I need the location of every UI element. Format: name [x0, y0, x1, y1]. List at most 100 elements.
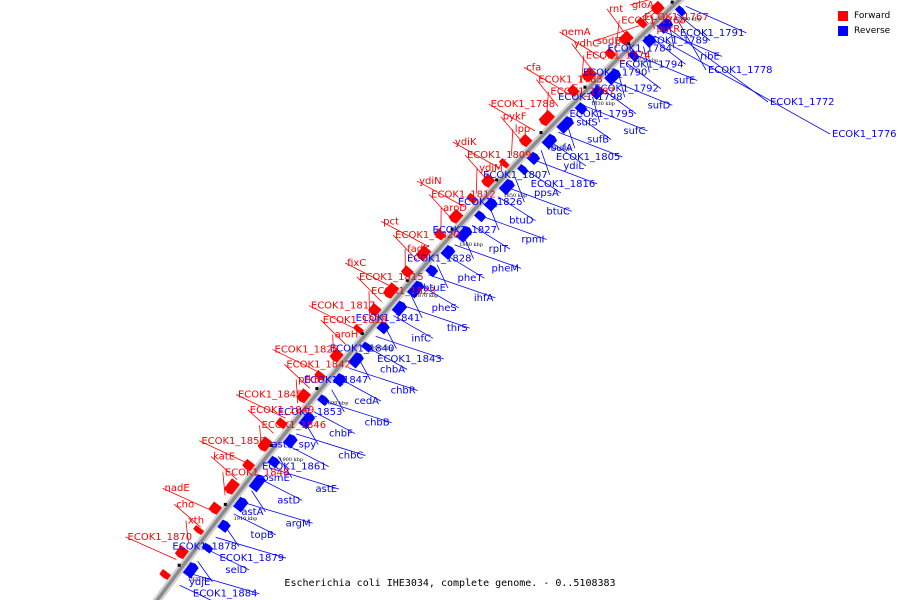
- reverse-gene-label-41: ECOK1_1853: [278, 407, 343, 418]
- reverse-gene-label-8: ECOK1_1798: [558, 92, 623, 103]
- forward-leader-22: [392, 234, 418, 261]
- forward-gene-label-35: ECOK1_1846: [262, 420, 327, 431]
- forward-leader-32: [295, 379, 299, 404]
- forward-gene-label-25: ECOK1_1815: [359, 272, 424, 283]
- forward-gene-13: [433, 228, 446, 241]
- reverse-gene-label-48: astE: [316, 484, 338, 495]
- reverse-gene-0: [674, 5, 687, 17]
- reverse-gene-label-45: chbC: [338, 451, 363, 462]
- reverse-gene-label-38: ECOK1_1847: [304, 375, 369, 386]
- forward-gene-8: [518, 133, 533, 148]
- reverse-leader-17: [540, 150, 551, 175]
- reverse-leader-30: [428, 274, 496, 299]
- forward-leader-7: [571, 43, 594, 72]
- reverse-leader-28: [445, 254, 485, 279]
- reverse-leader-35: [384, 325, 397, 349]
- forward-gene-label-38: ECOK1_1848: [225, 467, 290, 478]
- reverse-gene-label-35: ECOK1_1840: [330, 344, 395, 355]
- reverse-leader-27: [454, 244, 522, 269]
- forward-gene-label-13: pykF: [503, 112, 527, 123]
- forward-leader-11: [546, 91, 549, 119]
- forward-leader-8: [580, 55, 585, 83]
- reverse-gene-28: [233, 496, 249, 513]
- reverse-label: Reverse: [854, 25, 891, 36]
- forward-gene-label-19: ECOK1_1812: [431, 189, 496, 200]
- reverse-gene-label-10: ECOK1_1795: [570, 109, 635, 120]
- reverse-gene-31: [182, 562, 199, 579]
- reverse-leader-61: [654, 35, 831, 135]
- forward-leader-18: [416, 180, 465, 208]
- reverse-gene-9: [526, 151, 541, 166]
- forward-gene-22: [275, 417, 288, 429]
- reverse-leader-48: [269, 467, 340, 490]
- reverse-gene-label-33: thrS: [447, 323, 468, 334]
- forward-gene-label-12: ECOK1_1788: [491, 99, 556, 110]
- reverse-gene-label-30: ihfA: [474, 293, 494, 304]
- reverse-leader-44: [304, 422, 319, 445]
- forward-gene-16: [383, 282, 400, 299]
- reverse-gene-label-9: sufD: [648, 100, 671, 111]
- forward-leader-13: [500, 116, 524, 144]
- reverse-gene-27: [248, 474, 266, 493]
- reverse-gene-7: [556, 116, 575, 134]
- tick-mark-5: [450, 227, 454, 231]
- reverse-gene-25: [282, 433, 298, 449]
- reverse-gene-label-21: btuC: [546, 206, 570, 217]
- reverse-leader-45: [296, 433, 366, 456]
- tick-mark-2: [583, 85, 587, 89]
- forward-leader-12: [488, 103, 535, 132]
- tick-mark-4: [495, 178, 499, 182]
- forward-leader-40: [173, 504, 202, 528]
- forward-gene-label-4: rnt: [609, 4, 623, 15]
- reverse-gene-label-14: sufA: [551, 143, 573, 154]
- forward-gene-label-10: ECOK1_1783: [538, 74, 603, 85]
- forward-gene-label-24: fixC: [347, 258, 366, 269]
- reverse-gene-label-17: ECOK1_1807: [483, 170, 548, 181]
- forward-gene-label-0: gloA: [632, 0, 654, 11]
- reverse-gene-label-24: rpmI: [521, 235, 544, 246]
- reverse-gene-5: [589, 85, 605, 101]
- reverse-leader-13: [575, 114, 612, 140]
- tick-label-11: 1920 kbp: [188, 576, 212, 582]
- reverse-gene-label-27: pheM: [492, 263, 519, 274]
- forward-gene-20: [314, 369, 326, 381]
- reverse-gene-23: [317, 394, 330, 407]
- forward-swatch: [838, 10, 848, 21]
- forward-gene-label-32: pfkB: [298, 374, 321, 385]
- tick-mark-1: [627, 42, 631, 46]
- forward-leader-14: [511, 129, 514, 156]
- reverse-gene-4: [604, 68, 622, 86]
- forward-leader-31: [284, 364, 311, 389]
- tick-mark-7: [360, 331, 364, 335]
- tick-label-5: 1860 kbp: [459, 242, 483, 248]
- reverse-gene-20: [361, 341, 373, 353]
- forward-gene-3: [618, 30, 634, 46]
- reverse-leader-8: [617, 71, 626, 98]
- forward-leader-38: [222, 472, 226, 496]
- reverse-gene-label-61: ECOK1_1776: [832, 129, 897, 140]
- forward-leader-6: [559, 31, 605, 60]
- reverse-gene-label-6: sufE: [674, 76, 695, 87]
- forward-gene-label-15: ydiK: [455, 137, 477, 148]
- forward-gene-21: [296, 388, 312, 404]
- reverse-leader-22: [497, 196, 536, 222]
- reverse-gene-15: [440, 245, 456, 260]
- forward-leader-26: [368, 291, 371, 316]
- forward-gene-label-2: purR: [656, 24, 680, 35]
- forward-gene-label-8: ECOK1_1774: [586, 50, 651, 61]
- reverse-gene-label-20: ECOK1_1826: [458, 197, 523, 208]
- tick-label-8: 1890 kbp: [325, 400, 349, 406]
- forward-gene-label-6: nemA: [561, 27, 590, 38]
- forward-gene-label-37: katE: [213, 451, 235, 462]
- forward-leader-5: [615, 20, 620, 49]
- forward-gene-label-9: cfa: [526, 62, 541, 73]
- reverse-gene-label-43: chbF: [329, 429, 353, 440]
- forward-gene-26: [208, 501, 223, 515]
- forward-gene-28: [174, 545, 189, 560]
- reverse-leader-26: [462, 234, 474, 259]
- reverse-gene-label-31: pheS: [432, 303, 457, 314]
- reverse-leader-39: [349, 367, 418, 391]
- forward-leader-19: [428, 194, 453, 221]
- forward-leader-39: [162, 487, 214, 512]
- reverse-leader-31: [419, 284, 459, 309]
